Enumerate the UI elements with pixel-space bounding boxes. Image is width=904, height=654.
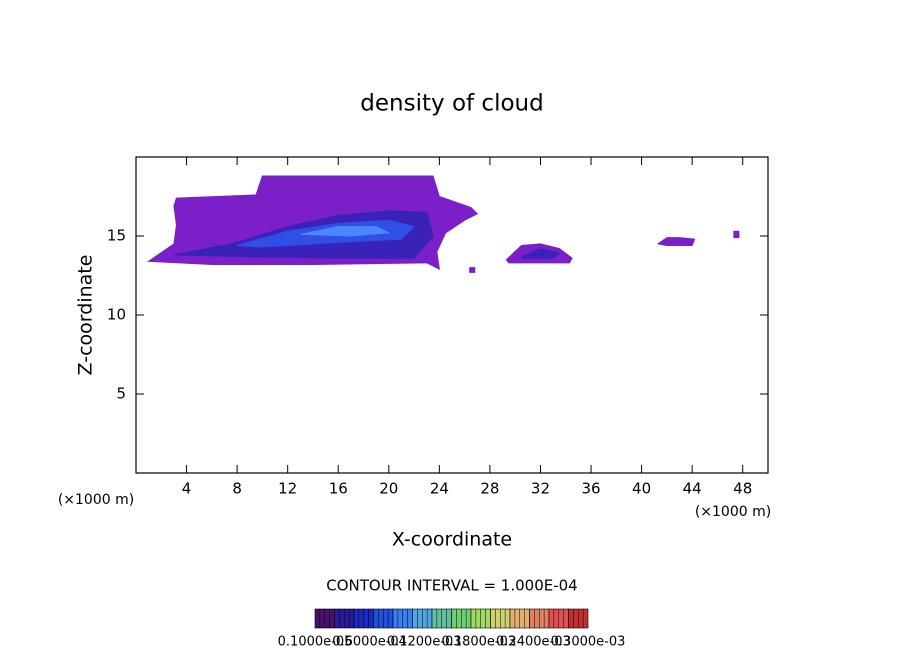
colorbar-label: 0.3000e-03 [551,635,626,650]
contour-region [521,248,561,259]
x-tick-label: 20 [379,480,398,498]
contour-interval: CONTOUR INTERVAL = 1.000E-04 [326,577,577,595]
contour-region [300,226,391,237]
x-tick-label: 8 [232,480,242,498]
colorbar-label: 0.1000e-05 [278,635,353,650]
x-tick-label: 32 [531,480,550,498]
colorbar-label: 0.1200e-03 [387,635,462,650]
x-tick-label: 12 [278,480,297,498]
contour-region [656,237,696,246]
x-tick-label: 28 [480,480,499,498]
x-unit-label: (×1000 m) [695,504,771,520]
colorbar-label: 0.6000e-04 [332,635,407,650]
y-tick-label: 10 [107,306,126,324]
y-tick-label: 5 [116,385,126,403]
colorbar-label: 0.1800e-03 [441,635,516,650]
contour-region [733,230,740,239]
colorbar-label: 0.2400e-03 [496,635,571,650]
x-tick-label: 48 [733,480,752,498]
y-axis-label: Z-coordinate [75,255,97,376]
x-axis-label: X-coordinate [392,529,512,551]
x-tick-label: 24 [430,480,449,498]
x-unit-label: (×1000 m) [58,492,134,508]
chart-title: density of cloud [360,91,543,117]
x-tick-label: 16 [329,480,348,498]
x-tick-label: 40 [632,480,651,498]
x-tick-label: 4 [182,480,192,498]
x-tick-label: 44 [683,480,702,498]
contour-region [469,267,476,273]
x-tick-label: 36 [581,480,600,498]
y-tick-label: 15 [107,227,126,245]
